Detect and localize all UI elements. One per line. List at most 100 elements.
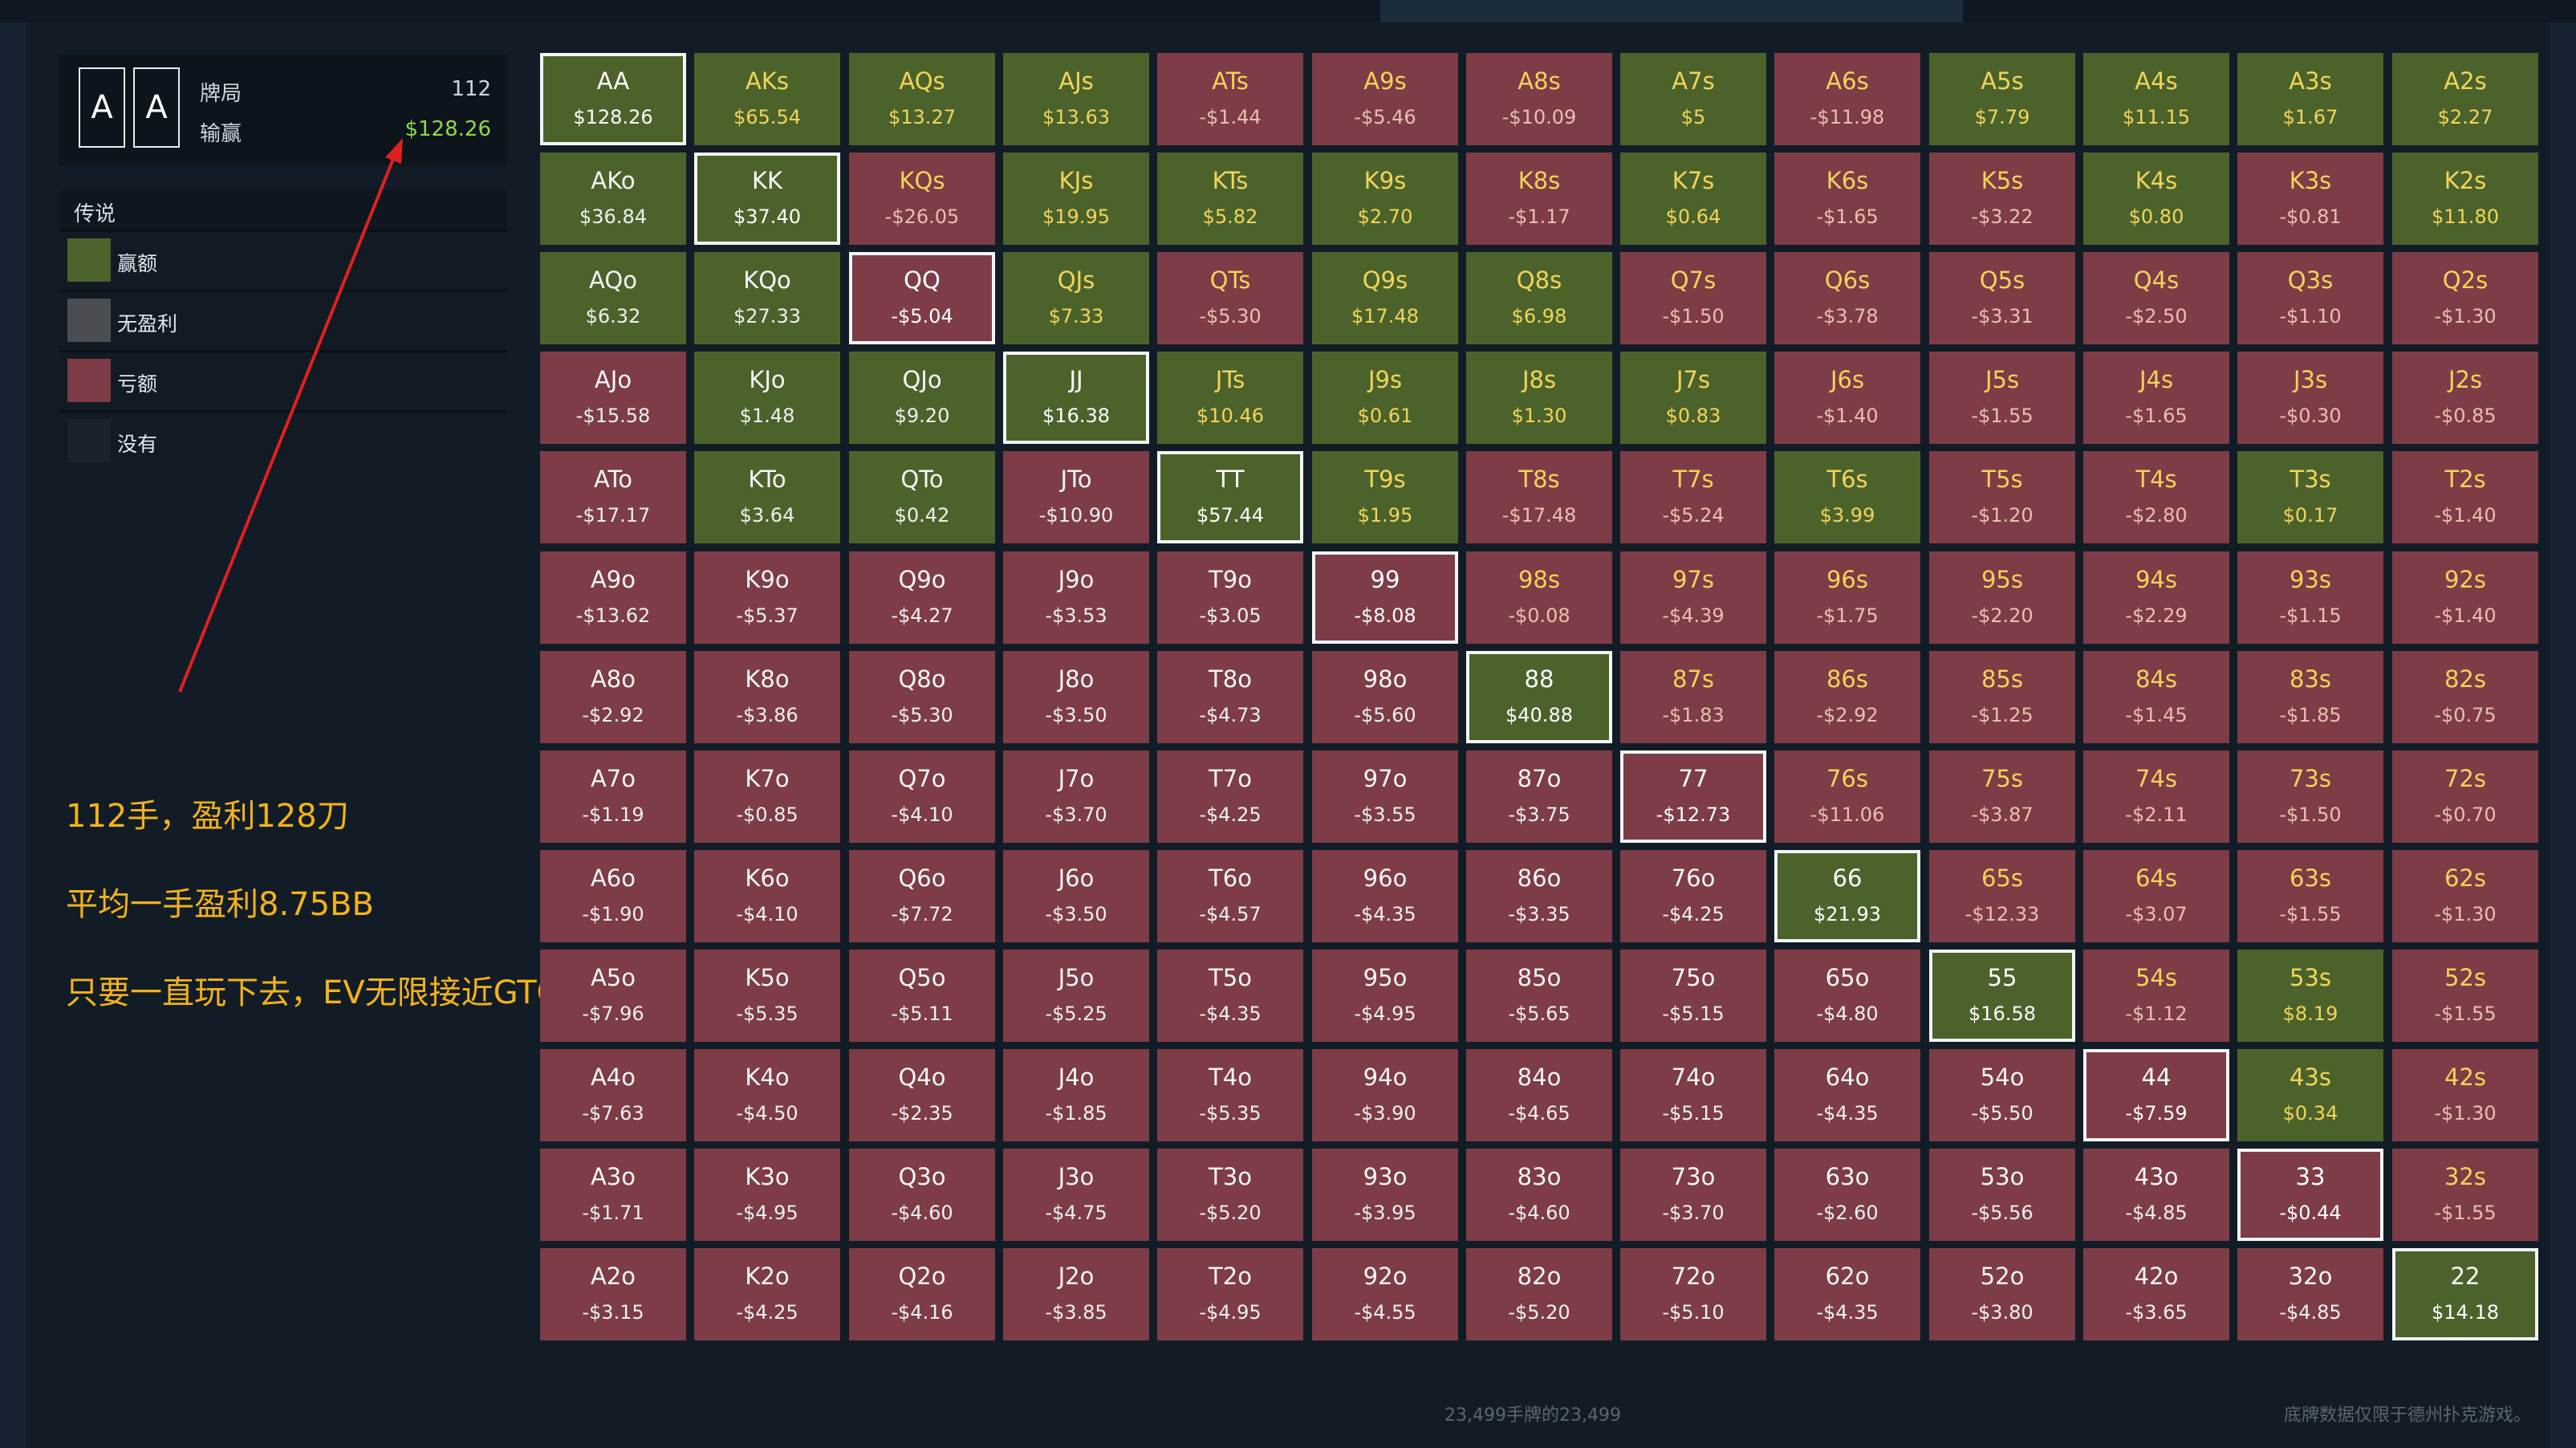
hand-cell-T8s[interactable]: T8s -$17.48: [1466, 451, 1612, 543]
hand-cell-Q5s[interactable]: Q5s -$3.31: [1929, 252, 2075, 344]
hand-cell-T3o[interactable]: T3o -$5.20: [1157, 1149, 1303, 1241]
hand-cell-A6o[interactable]: A6o -$1.90: [540, 850, 686, 942]
hand-cell-54s[interactable]: 54s -$1.12: [2083, 950, 2229, 1042]
hand-cell-KJs[interactable]: KJs $19.95: [1003, 153, 1149, 245]
hand-cell-AA[interactable]: AA $128.26: [540, 53, 686, 145]
hand-cell-Q8s[interactable]: Q8s $6.98: [1466, 252, 1612, 344]
hand-cell-99[interactable]: 99 -$8.08: [1312, 551, 1458, 644]
hand-cell-83s[interactable]: 83s -$1.85: [2237, 651, 2383, 743]
hand-cell-Q3o[interactable]: Q3o -$4.60: [849, 1149, 995, 1241]
hand-cell-J9o[interactable]: J9o -$3.53: [1003, 551, 1149, 644]
hand-cell-J7s[interactable]: J7s $0.83: [1620, 352, 1766, 444]
hand-cell-A7s[interactable]: A7s $5: [1620, 53, 1766, 145]
hand-cell-A3s[interactable]: A3s $1.67: [2237, 53, 2383, 145]
hand-cell-65s[interactable]: 65s -$12.33: [1929, 850, 2075, 942]
hand-cell-96s[interactable]: 96s -$1.75: [1774, 551, 1920, 644]
hand-cell-T9s[interactable]: T9s $1.95: [1312, 451, 1458, 543]
hand-cell-AJo[interactable]: AJo -$15.58: [540, 352, 686, 444]
hand-cell-QQ[interactable]: QQ -$5.04: [849, 252, 995, 344]
hand-cell-T4s[interactable]: T4s -$2.80: [2083, 451, 2229, 543]
hand-cell-K6o[interactable]: K6o -$4.10: [694, 850, 840, 942]
hand-cell-98o[interactable]: 98o -$5.60: [1312, 651, 1458, 743]
hand-cell-Q4s[interactable]: Q4s -$2.50: [2083, 252, 2229, 344]
hand-cell-A8o[interactable]: A8o -$2.92: [540, 651, 686, 743]
hand-cell-J2s[interactable]: J2s -$0.85: [2392, 352, 2538, 444]
hand-cell-87s[interactable]: 87s -$1.83: [1620, 651, 1766, 743]
hand-cell-83o[interactable]: 83o -$4.60: [1466, 1149, 1612, 1241]
hand-cell-AKo[interactable]: AKo $36.84: [540, 153, 686, 245]
hand-cell-43o[interactable]: 43o -$4.85: [2083, 1149, 2229, 1241]
hand-cell-T4o[interactable]: T4o -$5.35: [1157, 1049, 1303, 1141]
hand-cell-76s[interactable]: 76s -$11.06: [1774, 750, 1920, 843]
hand-cell-JJ[interactable]: JJ $16.38: [1003, 352, 1149, 444]
hand-cell-Q9o[interactable]: Q9o -$4.27: [849, 551, 995, 644]
hand-cell-95s[interactable]: 95s -$2.20: [1929, 551, 2075, 644]
hand-cell-A8s[interactable]: A8s -$10.09: [1466, 53, 1612, 145]
hand-cell-A4o[interactable]: A4o -$7.63: [540, 1049, 686, 1141]
hand-cell-32s[interactable]: 32s -$1.55: [2392, 1149, 2538, 1241]
hand-cell-A3o[interactable]: A3o -$1.71: [540, 1149, 686, 1241]
hand-cell-92s[interactable]: 92s -$1.40: [2392, 551, 2538, 644]
hand-cell-97o[interactable]: 97o -$3.55: [1312, 750, 1458, 843]
hand-cell-64s[interactable]: 64s -$3.07: [2083, 850, 2229, 942]
hand-cell-K8o[interactable]: K8o -$3.86: [694, 651, 840, 743]
hand-cell-84o[interactable]: 84o -$4.65: [1466, 1049, 1612, 1141]
hand-cell-T3s[interactable]: T3s $0.17: [2237, 451, 2383, 543]
hand-cell-AQo[interactable]: AQo $6.32: [540, 252, 686, 344]
hand-cell-K3s[interactable]: K3s -$0.81: [2237, 153, 2383, 245]
hand-cell-53o[interactable]: 53o -$5.56: [1929, 1149, 2075, 1241]
hand-cell-T7s[interactable]: T7s -$5.24: [1620, 451, 1766, 543]
hand-cell-88[interactable]: 88 $40.88: [1466, 651, 1612, 743]
hand-cell-93o[interactable]: 93o -$3.95: [1312, 1149, 1458, 1241]
hand-cell-94o[interactable]: 94o -$3.90: [1312, 1049, 1458, 1141]
hand-cell-63s[interactable]: 63s -$1.55: [2237, 850, 2383, 942]
hand-cell-T7o[interactable]: T7o -$4.25: [1157, 750, 1303, 843]
hand-cell-J7o[interactable]: J7o -$3.70: [1003, 750, 1149, 843]
hand-cell-33[interactable]: 33 -$0.44: [2237, 1149, 2383, 1241]
hand-cell-T6s[interactable]: T6s $3.99: [1774, 451, 1920, 543]
hand-cell-ATo[interactable]: ATo -$17.17: [540, 451, 686, 543]
hand-cell-KQo[interactable]: KQo $27.33: [694, 252, 840, 344]
hand-cell-72o[interactable]: 72o -$5.10: [1620, 1248, 1766, 1340]
hand-cell-85o[interactable]: 85o -$5.65: [1466, 950, 1612, 1042]
hand-cell-75s[interactable]: 75s -$3.87: [1929, 750, 2075, 843]
hand-cell-K2s[interactable]: K2s $11.80: [2392, 153, 2538, 245]
hand-cell-QTo[interactable]: QTo $0.42: [849, 451, 995, 543]
hand-cell-55[interactable]: 55 $16.58: [1929, 950, 2075, 1042]
hand-cell-AKs[interactable]: AKs $65.54: [694, 53, 840, 145]
hand-cell-Q6o[interactable]: Q6o -$7.72: [849, 850, 995, 942]
hand-cell-A2o[interactable]: A2o -$3.15: [540, 1248, 686, 1340]
hand-cell-K7s[interactable]: K7s $0.64: [1620, 153, 1766, 245]
hand-cell-Q2s[interactable]: Q2s -$1.30: [2392, 252, 2538, 344]
hand-cell-77[interactable]: 77 -$12.73: [1620, 750, 1766, 843]
hand-cell-Q4o[interactable]: Q4o -$2.35: [849, 1049, 995, 1141]
hand-cell-74s[interactable]: 74s -$2.11: [2083, 750, 2229, 843]
hand-cell-96o[interactable]: 96o -$4.35: [1312, 850, 1458, 942]
hand-cell-K8s[interactable]: K8s -$1.17: [1466, 153, 1612, 245]
hand-cell-63o[interactable]: 63o -$2.60: [1774, 1149, 1920, 1241]
hand-cell-86s[interactable]: 86s -$2.92: [1774, 651, 1920, 743]
hand-cell-A4s[interactable]: A4s $11.15: [2083, 53, 2229, 145]
hand-cell-J5s[interactable]: J5s -$1.55: [1929, 352, 2075, 444]
hand-cell-53s[interactable]: 53s $8.19: [2237, 950, 2383, 1042]
hand-cell-QJs[interactable]: QJs $7.33: [1003, 252, 1149, 344]
hand-cell-74o[interactable]: 74o -$5.15: [1620, 1049, 1766, 1141]
hand-cell-A9s[interactable]: A9s -$5.46: [1312, 53, 1458, 145]
hand-cell-95o[interactable]: 95o -$4.95: [1312, 950, 1458, 1042]
hand-cell-AJs[interactable]: AJs $13.63: [1003, 53, 1149, 145]
hand-cell-72s[interactable]: 72s -$0.70: [2392, 750, 2538, 843]
hand-cell-Q2o[interactable]: Q2o -$4.16: [849, 1248, 995, 1340]
hand-cell-82s[interactable]: 82s -$0.75: [2392, 651, 2538, 743]
hand-cell-T2o[interactable]: T2o -$4.95: [1157, 1248, 1303, 1340]
hand-cell-J3o[interactable]: J3o -$4.75: [1003, 1149, 1149, 1241]
hand-cell-K9s[interactable]: K9s $2.70: [1312, 153, 1458, 245]
hand-cell-QJo[interactable]: QJo $9.20: [849, 352, 995, 444]
hand-cell-73o[interactable]: 73o -$3.70: [1620, 1149, 1766, 1241]
hand-cell-65o[interactable]: 65o -$4.80: [1774, 950, 1920, 1042]
hand-cell-J6o[interactable]: J6o -$3.50: [1003, 850, 1149, 942]
hand-cell-T5o[interactable]: T5o -$4.35: [1157, 950, 1303, 1042]
hand-cell-42s[interactable]: 42s -$1.30: [2392, 1049, 2538, 1141]
hand-cell-KJo[interactable]: KJo $1.48: [694, 352, 840, 444]
hand-cell-Q8o[interactable]: Q8o -$5.30: [849, 651, 995, 743]
hand-cell-J8s[interactable]: J8s $1.30: [1466, 352, 1612, 444]
